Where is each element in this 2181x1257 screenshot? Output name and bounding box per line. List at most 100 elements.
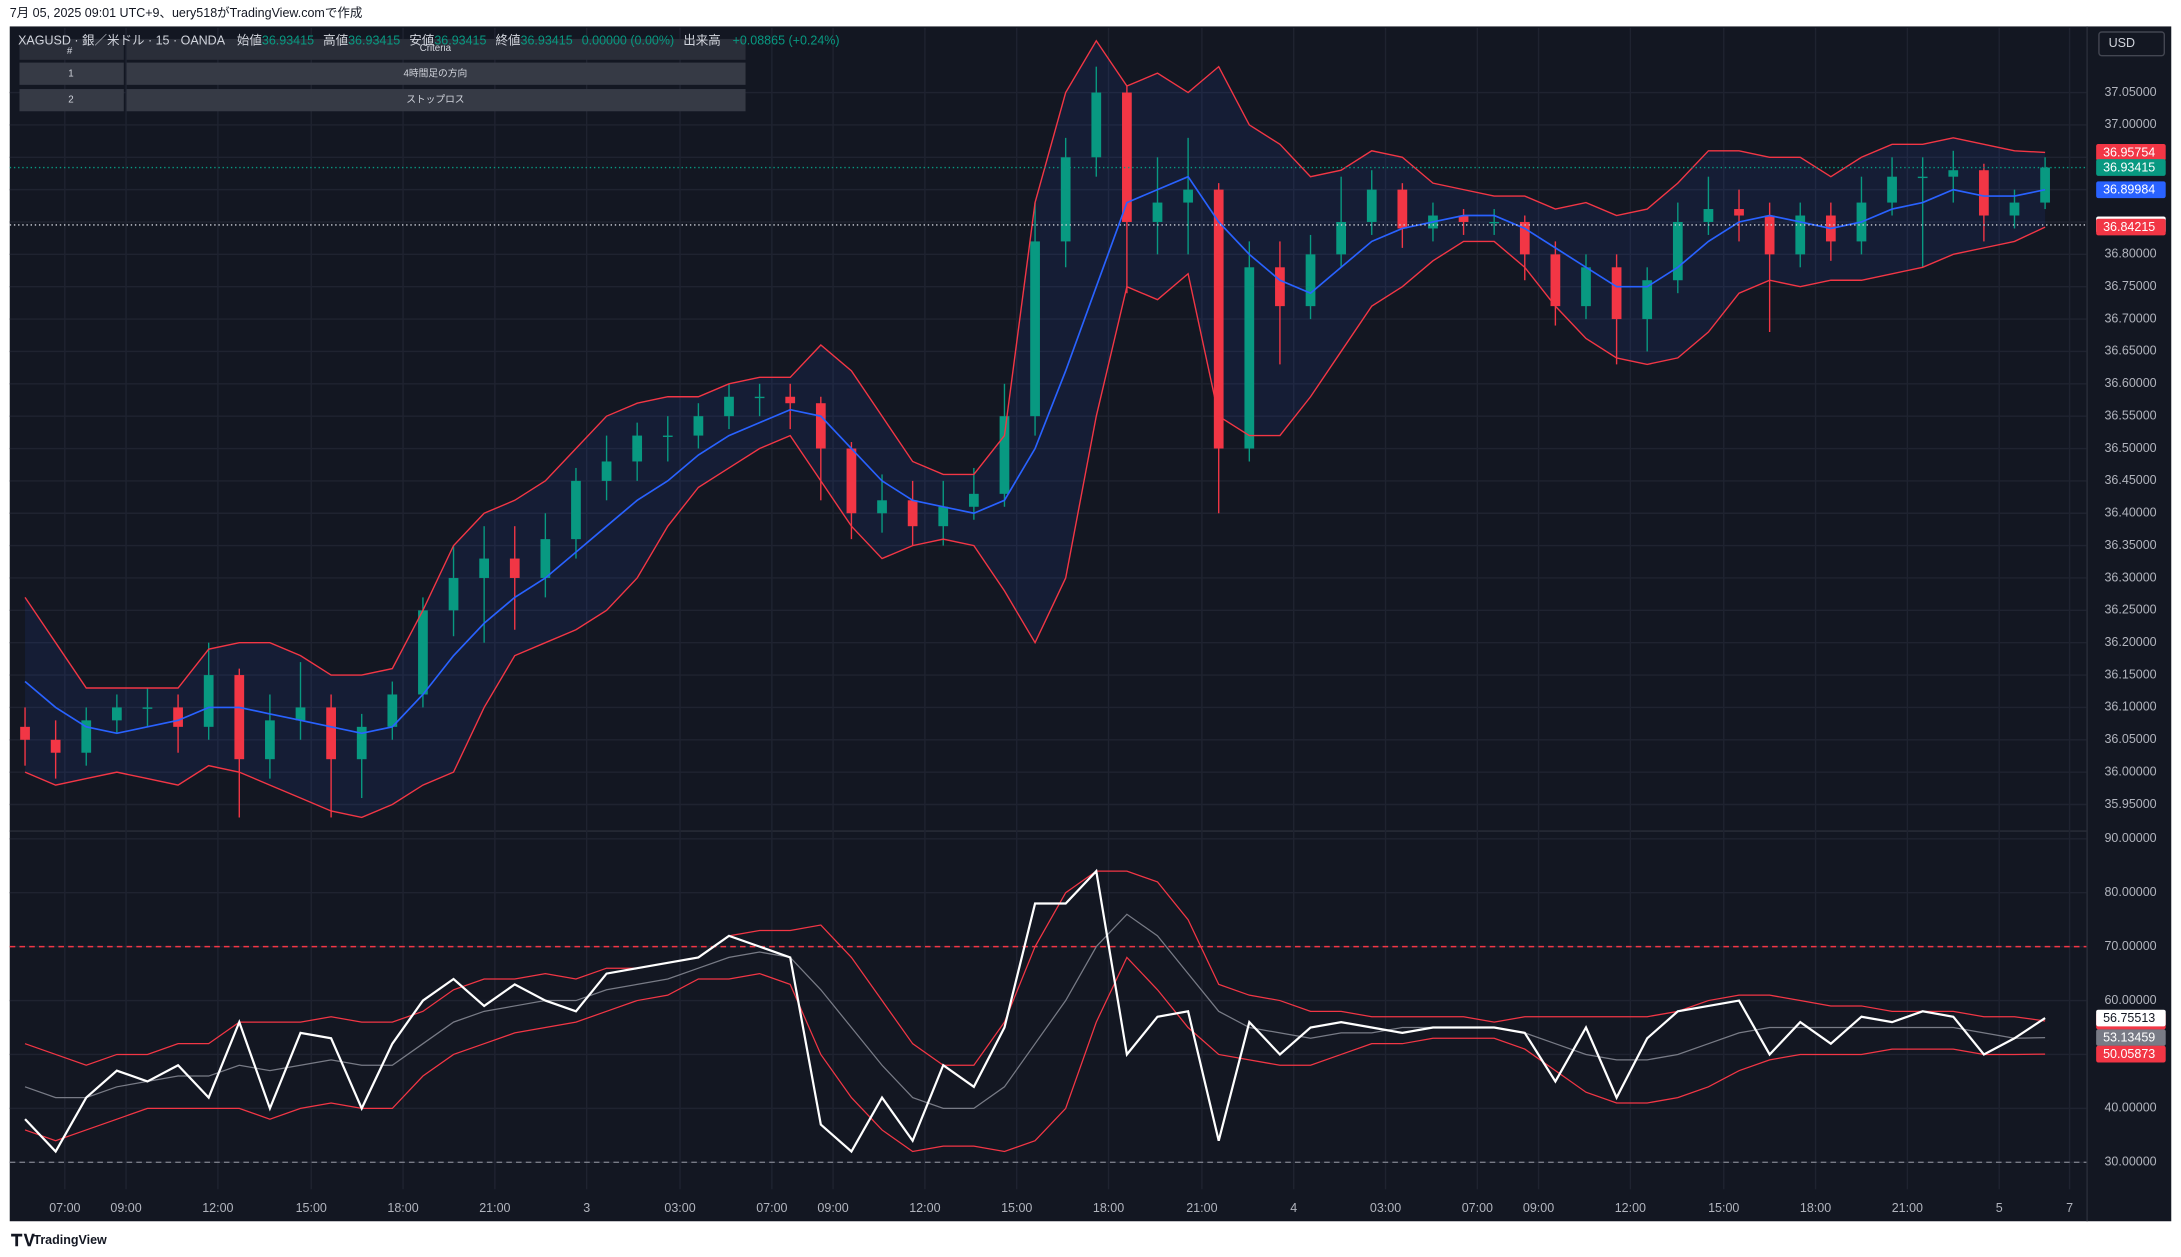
series-line — [24, 913, 2046, 1110]
currency-box[interactable] — [2098, 31, 2166, 57]
day-change: +0.08865 (+0.24%) — [733, 34, 840, 48]
table-cell-text: 4時間足の方向 — [404, 66, 468, 79]
x-tick-label: 18:00 — [1093, 1201, 1124, 1215]
candle-body — [479, 558, 490, 578]
currency[interactable]: USD — [2109, 36, 2135, 50]
candle-body — [81, 720, 92, 753]
ohlc-value: 36.93415 — [348, 34, 400, 48]
y-tick-label: 30.00000 — [2104, 1155, 2156, 1169]
price-tag-label: 56.75513 — [2103, 1011, 2155, 1025]
ohlc-label: 安値 — [409, 33, 434, 48]
x-tick-label: 09:00 — [817, 1201, 848, 1215]
candle-body — [509, 558, 520, 578]
candle-body — [448, 577, 459, 611]
candle-body — [1091, 92, 1102, 158]
table-cell — [19, 89, 124, 112]
candle-body — [387, 694, 398, 727]
x-tick-label: 12:00 — [909, 1201, 940, 1215]
candle-body — [785, 396, 796, 404]
y-tick-label: 36.00000 — [2104, 764, 2156, 778]
y-tick-label: 36.65000 — [2104, 344, 2156, 358]
candle-body — [540, 539, 551, 578]
table-cell — [126, 89, 746, 112]
candle-body — [1795, 215, 1806, 255]
candle-body — [1336, 221, 1347, 255]
candle-body — [2040, 167, 2050, 203]
candle-body — [724, 396, 734, 417]
price-tag — [2096, 181, 2166, 199]
series-line — [24, 39, 2046, 689]
table-cell-text: ストップロス — [406, 94, 464, 106]
candle-body — [203, 675, 214, 727]
ohlc-value: 36.93415 — [521, 34, 573, 48]
y-tick-label: 36.20000 — [2104, 635, 2156, 649]
x-tick-label: 07:00 — [49, 1201, 80, 1215]
y-tick-label: 36.35000 — [2104, 538, 2156, 552]
ohlc-label: 高値 — [323, 33, 348, 48]
y-tick-label: 36.80000 — [2104, 247, 2156, 261]
candle-body — [693, 416, 704, 436]
candle-body — [1979, 170, 1989, 216]
candle-body — [1275, 267, 1285, 307]
y-tick-label: 36.15000 — [2104, 667, 2156, 681]
price-tag-label: 36.89984 — [2103, 183, 2155, 197]
price-tag — [2096, 1029, 2166, 1046]
y-tick-label: 36.45000 — [2104, 473, 2156, 487]
table-cell — [126, 38, 746, 60]
x-tick-label: 21:00 — [1186, 1201, 1217, 1215]
candle-body — [1917, 176, 1928, 179]
caption: 7月 05, 2025 09:01 UTC+9、uery518がTradingV… — [10, 5, 363, 20]
price-tag — [2096, 1045, 2166, 1063]
volume-label: 出来高 — [683, 33, 721, 48]
y-tick-label: 35.95000 — [2104, 797, 2156, 811]
ohlc-value: 36.93415 — [262, 34, 314, 48]
candle-body — [1642, 280, 1653, 320]
table-cell — [126, 62, 746, 85]
logo — [11, 1233, 35, 1247]
y-tick-label: 36.10000 — [2104, 700, 2156, 714]
y-tick-label: 36.40000 — [2104, 506, 2156, 520]
candle-body — [50, 739, 61, 753]
price-tag-label: 36.93415 — [2103, 161, 2155, 175]
x-tick-label: 07:00 — [756, 1201, 787, 1215]
x-tick-label: 09:00 — [1523, 1201, 1554, 1215]
y-tick-label: 90.00000 — [2104, 831, 2156, 845]
price-tag-label: 53.13459 — [2103, 1031, 2155, 1045]
candle-body — [111, 707, 122, 721]
ohlc-value: 36.93415 — [434, 34, 486, 48]
series-line — [24, 226, 2046, 819]
candle-body — [968, 493, 979, 507]
candle-body — [907, 500, 918, 527]
change: 0.00000 (0.00%) — [582, 34, 674, 48]
candle-body — [754, 396, 765, 399]
x-tick-label: 7 — [2066, 1201, 2073, 1215]
price-tag — [2096, 144, 2166, 161]
candle-body — [2009, 202, 2020, 216]
x-tick-label: 03:00 — [664, 1201, 695, 1215]
candle-body — [1183, 189, 1193, 203]
x-tick-label: 12:00 — [202, 1201, 233, 1215]
candle-body — [1152, 202, 1163, 222]
y-tick-label: 80.00000 — [2104, 885, 2156, 899]
series-line — [24, 870, 2046, 1066]
candle-body — [1244, 267, 1255, 449]
candle-body — [1458, 215, 1469, 222]
candle-body — [326, 707, 336, 760]
price-tag-label: 36.84215 — [2103, 220, 2155, 234]
info-table: # Criteria 1 4時間足の方向 2 ストップロス — [19, 38, 746, 112]
y-tick-label: 37.05000 — [2104, 85, 2156, 99]
table-cell-text: 2 — [68, 95, 73, 106]
y-tick-label: 60.00000 — [2104, 993, 2156, 1007]
x-tick-label: 18:00 — [1800, 1201, 1831, 1215]
candle-body — [999, 416, 1010, 494]
y-tick-label: 36.70000 — [2104, 311, 2156, 325]
y-tick-label: 36.55000 — [2104, 408, 2156, 422]
candle-body — [356, 726, 367, 760]
price-tag — [2096, 159, 2166, 176]
x-tick-label: 21:00 — [1892, 1201, 1923, 1215]
y-tick-label: 36.30000 — [2104, 570, 2156, 584]
y-tick-label: 36.50000 — [2104, 441, 2156, 455]
candle-body — [815, 403, 826, 449]
candle-body — [265, 720, 275, 760]
x-tick-label: 15:00 — [1708, 1201, 1739, 1215]
